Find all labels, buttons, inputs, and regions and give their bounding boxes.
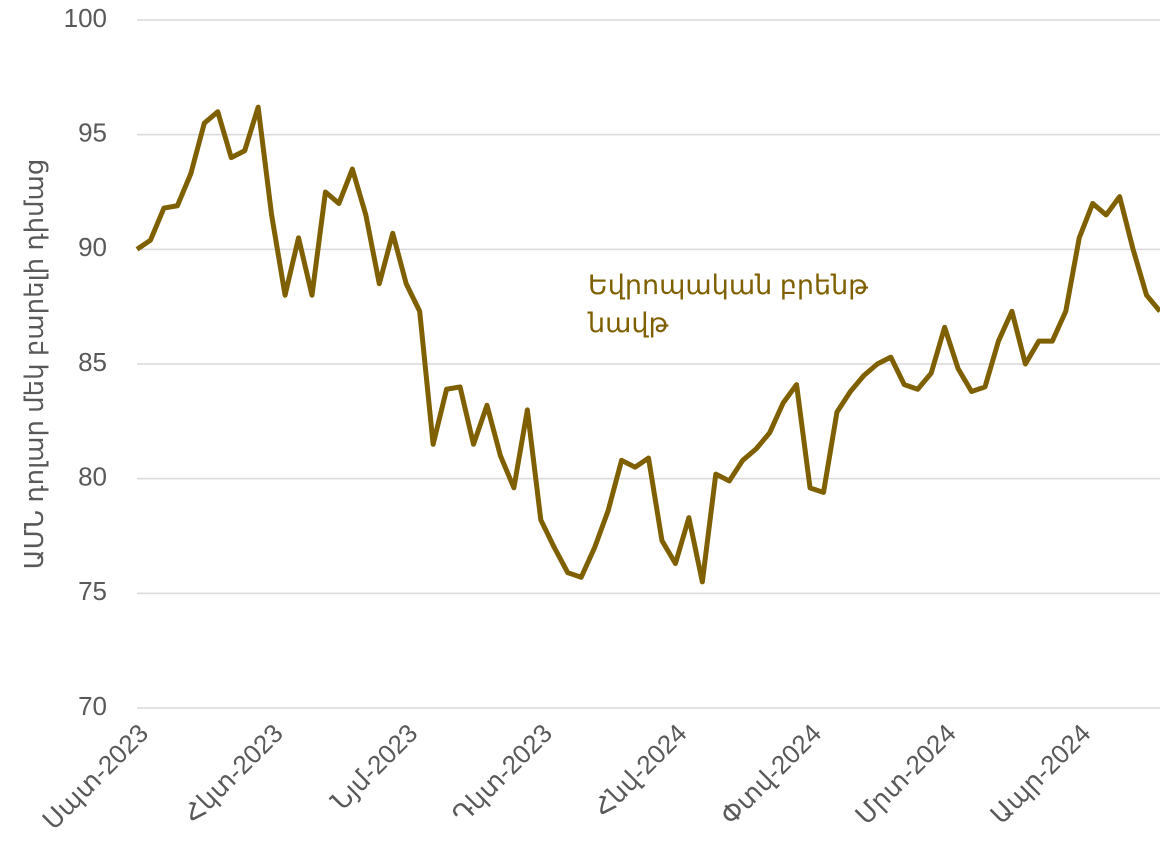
y-tick-label: 85 [78,347,107,377]
x-tick-label: Հնվ-2024 [588,718,693,823]
y-tick-label: 75 [78,576,107,606]
y-axis-label: ԱՄՆ դոլար մեկ բարելի դիմաց [19,159,49,570]
x-tick-label: Դկտ-2023 [446,718,558,830]
y-tick-label: 80 [78,462,107,492]
y-tick-label: 70 [78,691,107,721]
line [135,104,1160,585]
series-annotation: Եվրոպական բրենթ նավթ [588,270,869,338]
x-tick-label: Ապր-2024 [984,718,1096,830]
y-tick-label: 90 [78,232,107,262]
y-tick-label: 100 [64,3,107,33]
x-tick-label: Մրտ-2024 [849,718,961,830]
x-tick-label: Հկտ-2023 [178,718,289,829]
x-tick-label: Սպտ-2023 [37,718,155,836]
y-tick-label: 95 [78,118,107,148]
x-tick-label: Նյմ-2023 [325,718,423,816]
x-tick-label: Փտվ-2024 [714,718,827,831]
